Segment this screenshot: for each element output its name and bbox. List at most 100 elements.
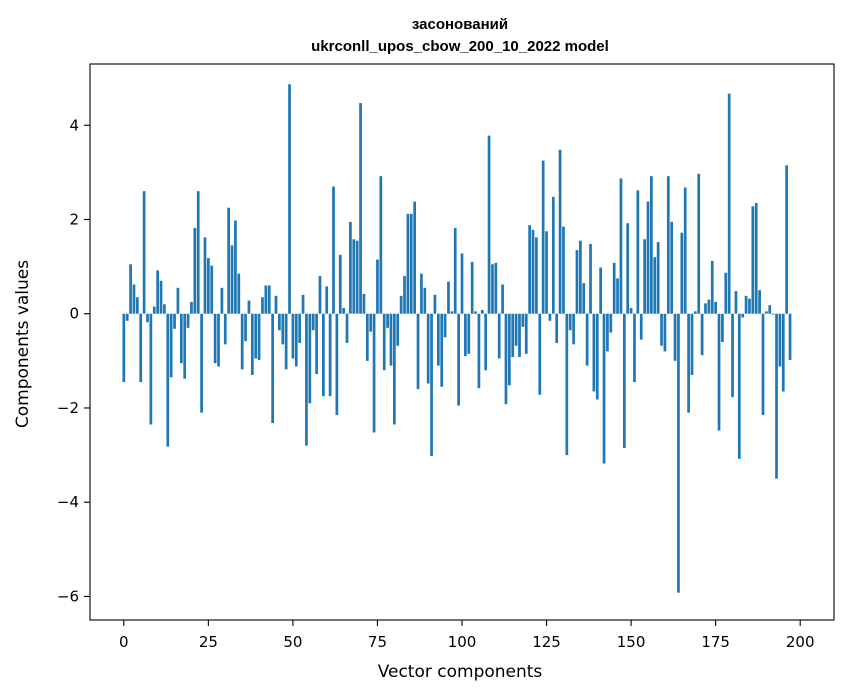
bar xyxy=(751,206,755,314)
bar xyxy=(673,313,677,361)
bar xyxy=(666,176,670,314)
bar xyxy=(683,187,687,314)
bar xyxy=(693,311,697,314)
bar xyxy=(264,285,268,314)
bar xyxy=(169,313,173,378)
bar xyxy=(345,313,349,343)
bar xyxy=(514,313,518,346)
bar xyxy=(474,311,477,314)
x-tick-label: 100 xyxy=(448,633,477,651)
bar xyxy=(321,313,325,397)
x-tick-label: 0 xyxy=(119,633,129,651)
bar xyxy=(724,272,728,314)
bar xyxy=(541,160,545,314)
bar xyxy=(325,286,329,314)
bar xyxy=(690,313,694,375)
bar xyxy=(768,305,772,314)
bar xyxy=(376,259,379,314)
bar xyxy=(731,313,734,398)
bar xyxy=(744,295,748,314)
bar xyxy=(663,313,667,352)
bar xyxy=(545,231,548,314)
bar xyxy=(599,267,603,314)
bar xyxy=(555,313,559,343)
bar xyxy=(186,313,190,328)
bar xyxy=(450,311,454,314)
bar xyxy=(436,313,440,366)
bar xyxy=(470,261,474,314)
bar xyxy=(365,313,369,361)
bar xyxy=(464,313,467,357)
bar xyxy=(416,313,420,390)
bar xyxy=(278,313,281,331)
bar xyxy=(734,291,738,314)
bar xyxy=(497,313,501,359)
bar xyxy=(507,313,511,386)
bar xyxy=(220,287,224,314)
bar xyxy=(305,313,308,446)
bar xyxy=(538,313,542,395)
bar xyxy=(135,297,139,314)
bar xyxy=(650,176,653,314)
bar xyxy=(531,229,535,314)
bar xyxy=(460,253,464,314)
bar xyxy=(240,313,244,370)
bar xyxy=(399,295,403,314)
bar xyxy=(477,313,481,389)
x-tick-label: 125 xyxy=(532,633,561,651)
bar xyxy=(166,313,170,447)
bar xyxy=(288,84,291,314)
bar xyxy=(237,273,241,314)
bar xyxy=(159,280,163,314)
bar xyxy=(535,237,538,314)
bar xyxy=(349,221,352,314)
bar xyxy=(193,227,197,314)
x-axis-label: Vector components xyxy=(378,662,543,682)
bar xyxy=(382,313,386,371)
bar xyxy=(342,308,345,314)
bar xyxy=(203,237,207,314)
y-tick-label: 0 xyxy=(69,305,79,323)
bar xyxy=(741,313,745,318)
bar xyxy=(122,313,126,383)
bar xyxy=(152,306,156,314)
bar xyxy=(430,313,433,457)
bar xyxy=(562,226,565,314)
bar xyxy=(409,213,413,314)
bar xyxy=(572,313,575,345)
bar xyxy=(585,313,589,366)
bar xyxy=(129,264,132,314)
x-axis: 0 25 50 75 100 125 150 175 200 xyxy=(119,620,815,651)
bar xyxy=(443,313,447,338)
bar xyxy=(643,239,646,314)
bar xyxy=(291,313,295,359)
bar xyxy=(758,290,761,314)
bar xyxy=(558,149,562,314)
bar xyxy=(301,294,305,314)
bar xyxy=(426,313,430,384)
bar xyxy=(670,221,674,314)
bar xyxy=(271,313,274,424)
bar xyxy=(146,313,149,323)
bar xyxy=(521,313,525,327)
bar xyxy=(183,313,187,379)
bar xyxy=(230,245,234,314)
x-tick-label: 75 xyxy=(368,633,387,651)
bar xyxy=(328,313,332,397)
y-tick-label: 4 xyxy=(69,116,79,134)
bar xyxy=(332,186,335,314)
bar xyxy=(687,313,690,413)
bar xyxy=(335,313,339,416)
bar xyxy=(315,313,318,375)
bar xyxy=(636,190,640,314)
bar xyxy=(213,313,217,364)
bar xyxy=(267,285,271,314)
bar xyxy=(413,201,417,314)
bar xyxy=(386,313,389,328)
x-tick-label: 200 xyxy=(786,633,815,651)
bar xyxy=(173,313,176,329)
bar xyxy=(633,313,636,383)
bar xyxy=(139,313,143,383)
bar xyxy=(200,313,203,413)
bar xyxy=(359,103,362,314)
